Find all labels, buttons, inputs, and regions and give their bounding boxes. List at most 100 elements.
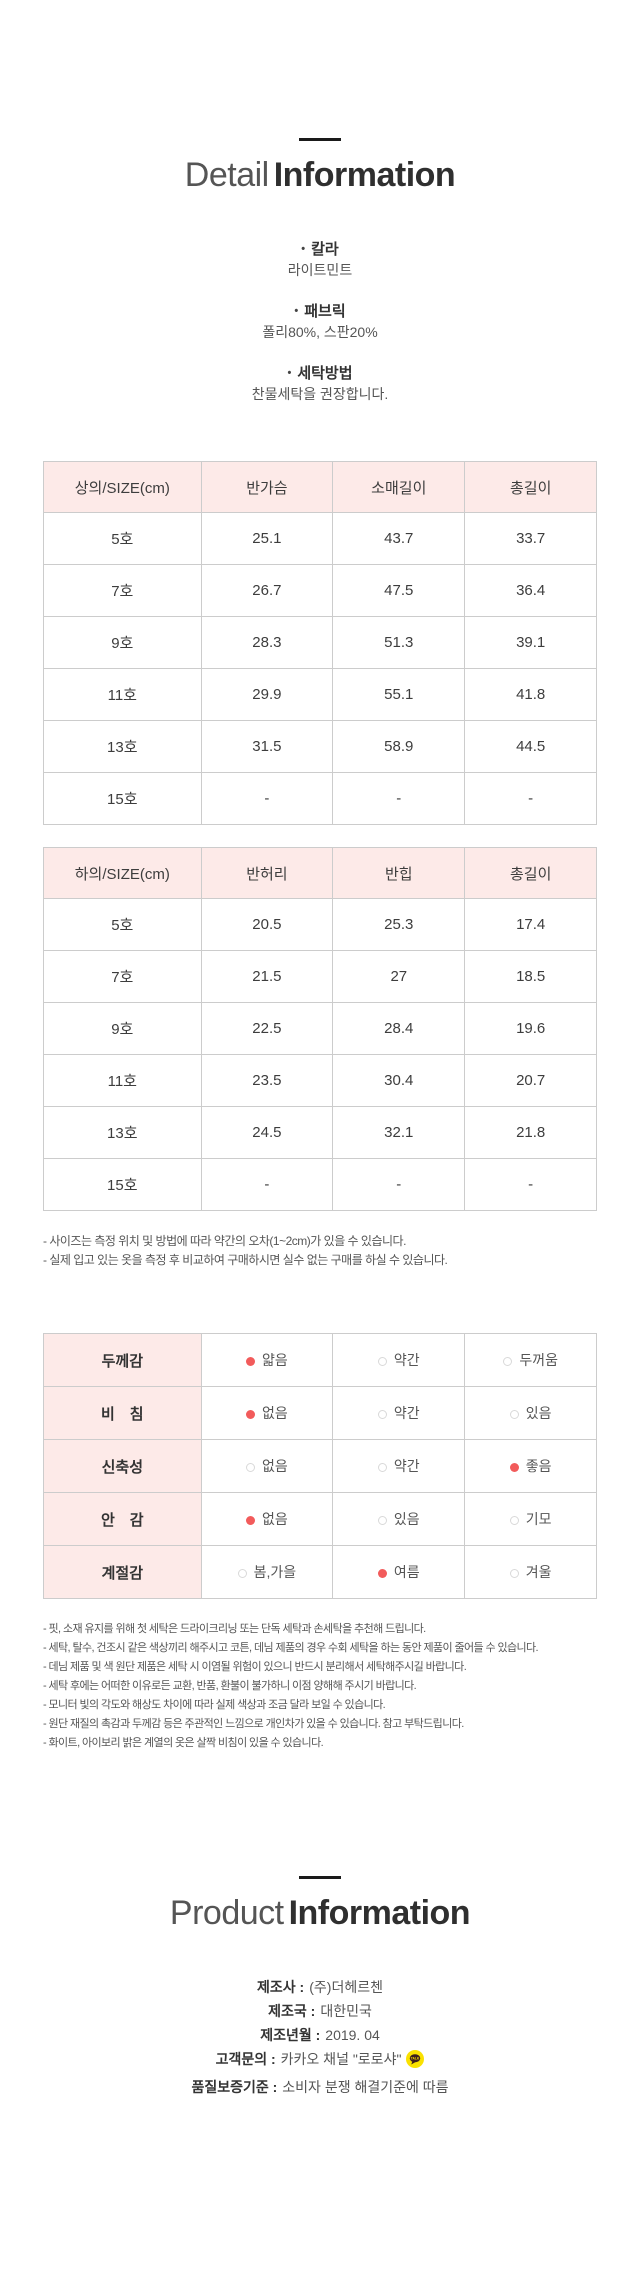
column-header: 반허리 xyxy=(200,847,334,899)
size-cell: 15호 xyxy=(43,1158,202,1211)
size-cell: 11호 xyxy=(43,668,202,721)
size-cell: 23.5 xyxy=(200,1054,334,1107)
property-option: 없음 xyxy=(200,1492,334,1546)
size-cell: 31.5 xyxy=(200,720,334,773)
column-header: 상의/SIZE(cm) xyxy=(43,461,202,513)
property-label: 두께감 xyxy=(43,1333,202,1387)
size-cell: 17.4 xyxy=(464,898,597,951)
attribute-fabric: • 패브릭 폴리80%, 스판20% xyxy=(0,301,640,343)
field-label: 제조년월 : xyxy=(260,2027,321,2043)
table-row: 9호 22.5 28.4 19.6 xyxy=(43,1002,597,1055)
property-row-lining: 안 감 없음 있음 기모 xyxy=(43,1492,597,1546)
option-text: 없음 xyxy=(262,1458,288,1474)
property-option: 있음 xyxy=(464,1386,597,1440)
size-cell: 20.7 xyxy=(464,1054,597,1107)
note-line: - 화이트, 아이보리 밝은 계열의 옷은 살짝 비침이 있을 수 있습니다. xyxy=(43,1737,324,1749)
size-cell: 36.4 xyxy=(464,564,597,617)
property-row-season: 계절감 봄,가을 여름 겨울 xyxy=(43,1545,597,1599)
table-row: 11호 23.5 30.4 20.7 xyxy=(43,1054,597,1107)
section-title-bold: Information xyxy=(288,1894,471,1932)
radio-dot-icon xyxy=(246,1516,256,1525)
section-title-bold: Information xyxy=(273,156,456,194)
attribute-label-row: • 세탁방법 xyxy=(0,363,640,384)
size-cell: 7호 xyxy=(43,564,202,617)
property-option: 없음 xyxy=(200,1439,334,1493)
table-header-row: 상의/SIZE(cm) 반가슴 소매길이 총길이 xyxy=(43,461,597,513)
column-header: 반가슴 xyxy=(200,461,334,513)
section-divider-line xyxy=(299,138,341,141)
size-notes: - 사이즈는 측정 위치 및 방법에 따라 약간의 오차(1~2cm)가 있을 … xyxy=(43,1235,597,1267)
field-value: (주)더헤르첸 xyxy=(309,1979,383,1995)
attribute-label: 세탁방법 xyxy=(297,365,353,382)
option-text: 여름 xyxy=(393,1564,420,1580)
option-text: 있음 xyxy=(525,1405,552,1421)
property-label: 계절감 xyxy=(43,1545,202,1599)
property-label: 신축성 xyxy=(43,1439,202,1493)
column-header: 하의/SIZE(cm) xyxy=(43,847,202,899)
size-cell: 18.5 xyxy=(464,950,597,1003)
size-cell: 7호 xyxy=(43,950,202,1003)
product-section-title: Product Information xyxy=(0,1895,640,1931)
size-cell: 26.7 xyxy=(200,564,334,617)
field-warranty: 품질보증기준 : 소비자 분쟁 해결기준에 따름 xyxy=(0,2075,640,2099)
field-country: 제조국 : 대한민국 xyxy=(0,1999,640,2023)
size-cell: 19.6 xyxy=(464,1002,597,1055)
size-cell: 20.5 xyxy=(200,898,334,951)
size-cell: 41.8 xyxy=(464,668,597,721)
size-cell: 44.5 xyxy=(464,720,597,773)
size-cell: 15호 xyxy=(43,772,202,825)
radio-dot-icon xyxy=(377,1463,387,1472)
size-cell: - xyxy=(332,1158,466,1211)
field-value: 소비자 분쟁 해결기준에 따름 xyxy=(282,2079,449,2095)
table-header-row: 하의/SIZE(cm) 반허리 반힙 총길이 xyxy=(43,847,597,899)
size-cell: - xyxy=(464,772,597,825)
note-line: - 핏, 소재 유지를 위해 첫 세탁은 드라이크리닝 또는 단독 세탁과 손세… xyxy=(43,1623,426,1635)
size-cell: 21.5 xyxy=(200,950,334,1003)
note-line: - 실제 입고 있는 옷을 측정 후 비교하여 구매하시면 실수 없는 구매를 … xyxy=(43,1253,448,1267)
property-option: 없음 xyxy=(200,1386,334,1440)
option-text: 두꺼움 xyxy=(519,1352,558,1368)
size-cell: 29.9 xyxy=(200,668,334,721)
option-text: 겨울 xyxy=(525,1564,552,1580)
property-row-stretch: 신축성 없음 약간 좋음 xyxy=(43,1439,597,1493)
attribute-value: 찬물세탁을 권장합니다. xyxy=(251,386,389,402)
size-cell: 25.3 xyxy=(332,898,466,951)
field-manufacture-date: 제조년월 :2019. 04 xyxy=(0,2023,640,2047)
field-value: 카카오 채널 "로로샤" xyxy=(280,2051,402,2067)
bottom-size-table: 하의/SIZE(cm) 반허리 반힙 총길이 5호 20.5 25.3 17.4 7호… xyxy=(43,847,597,1211)
radio-dot-icon xyxy=(377,1516,387,1525)
product-information-section: Product Information xyxy=(0,1876,640,1931)
field-customer-service: 고객문의 : 카카오 채널 "로로샤" TALK xyxy=(0,2047,640,2075)
care-notes: - 핏, 소재 유지를 위해 첫 세탁은 드라이크리닝 또는 단독 세탁과 손세… xyxy=(43,1623,597,1750)
table-row: 5호 20.5 25.3 17.4 xyxy=(43,898,597,951)
attribute-color: • 칼라 라이트민트 xyxy=(0,239,640,281)
property-option: 약간 xyxy=(332,1439,466,1493)
section-title-light: Detail xyxy=(184,156,269,194)
table-row: 7호 26.7 47.5 36.4 xyxy=(43,564,597,617)
size-cell: 11호 xyxy=(43,1054,202,1107)
radio-dot-icon xyxy=(246,1357,256,1366)
option-text: 있음 xyxy=(393,1511,420,1527)
attribute-washing: • 세탁방법 찬물세탁을 권장합니다. xyxy=(0,363,640,405)
size-cell: 13호 xyxy=(43,1106,202,1159)
property-option: 약간 xyxy=(332,1386,466,1440)
size-cell: 51.3 xyxy=(332,616,466,669)
note-line: - 세탁 후에는 어떠한 이유로든 교환, 반품, 환불이 불가하니 이점 양해… xyxy=(43,1680,417,1692)
size-cell: 25.1 xyxy=(200,512,334,565)
product-attributes: • 칼라 라이트민트 • 패브릭 폴리80%, 스판20% • 세탁방법 찬물세탁을 … xyxy=(0,239,640,405)
size-cell: - xyxy=(464,1158,597,1211)
column-header: 총길이 xyxy=(464,847,597,899)
size-cell: 24.5 xyxy=(200,1106,334,1159)
radio-dot-icon xyxy=(246,1410,256,1419)
option-text: 없음 xyxy=(262,1405,288,1421)
option-text: 약간 xyxy=(393,1405,420,1421)
size-cell: 32.1 xyxy=(332,1106,466,1159)
property-label: 안 감 xyxy=(43,1492,202,1546)
radio-dot-icon xyxy=(509,1463,519,1472)
option-text: 기모 xyxy=(525,1511,552,1527)
size-cell: 13호 xyxy=(43,720,202,773)
field-value: 2019. 04 xyxy=(325,2027,380,2043)
table-row: 5호 25.1 43.7 33.7 xyxy=(43,512,597,565)
property-option: 기모 xyxy=(464,1492,597,1546)
size-cell: 33.7 xyxy=(464,512,597,565)
